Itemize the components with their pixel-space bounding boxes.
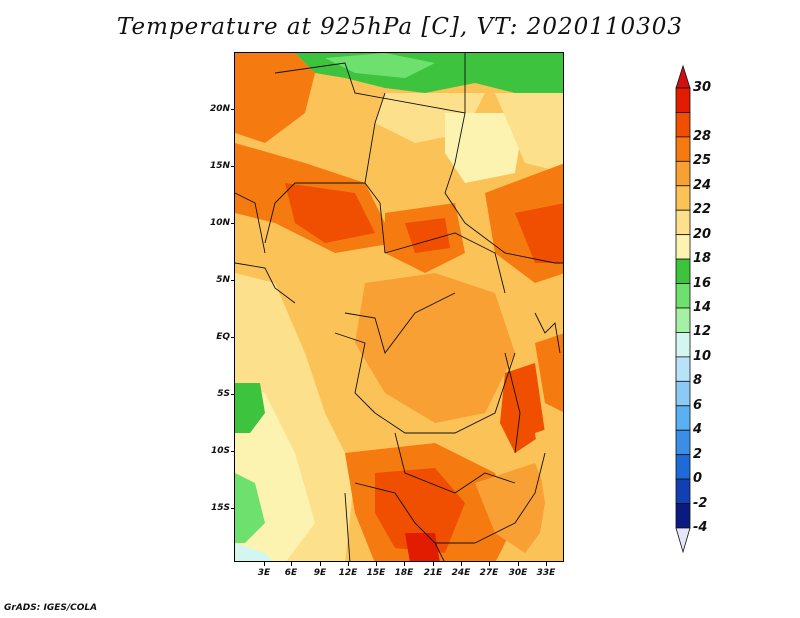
colorbar-swatch: [675, 283, 691, 309]
colorbar-label: 28: [693, 128, 712, 144]
colorbar-label: 24: [693, 177, 712, 193]
colorbar-swatch: [675, 454, 691, 480]
colorbar-label: -4: [693, 520, 708, 535]
lon-tick: [546, 562, 547, 566]
colorbar-swatch: [675, 160, 691, 187]
colorbar-label: 22: [693, 202, 712, 218]
lat-tick: [231, 337, 235, 338]
lat-label-5n: 5N: [216, 275, 230, 285]
map-title: Temperature at 925hPa [C], VT: 202011030…: [116, 14, 684, 40]
lon-label-6e: 6E: [284, 568, 298, 578]
lat-label-10n: 10N: [209, 218, 230, 228]
lon-tick: [291, 562, 292, 566]
lon-label-12e: 12E: [338, 568, 358, 578]
lon-label-30e: 30E: [508, 568, 528, 578]
lon-tick: [376, 562, 377, 566]
lat-label-eq: EQ: [216, 332, 230, 342]
lon-label-33e: 33E: [536, 568, 556, 578]
colorbar-label: 18: [693, 251, 712, 267]
colorbar-label: 6: [693, 397, 703, 413]
colorbar-swatch: [675, 307, 691, 333]
lon-tick: [433, 562, 434, 566]
colorbar-swatch: [675, 136, 691, 162]
lon-label-9e: 9E: [313, 568, 327, 578]
lat-tick: [231, 109, 235, 110]
colorbar-swatch: [675, 332, 691, 358]
colorbar-swatch: [675, 185, 691, 211]
colorbar-swatch: [675, 356, 691, 382]
lat-tick: [231, 394, 235, 395]
lon-label-21e: 21E: [423, 568, 443, 578]
colorbar-label: 12: [693, 324, 712, 340]
lat-tick: [231, 166, 235, 167]
temperature-map: [234, 52, 564, 562]
lon-label-18e: 18E: [394, 568, 414, 578]
colorbar-swatch: [675, 209, 691, 236]
lat-label-15s: 15S: [210, 503, 230, 513]
colorbar-label: -2: [693, 495, 708, 511]
lat-label-5s: 5S: [217, 389, 230, 399]
lon-tick: [264, 562, 265, 566]
lat-label-10s: 10S: [210, 446, 230, 456]
colorbar-label: 25: [693, 153, 712, 169]
lat-tick: [231, 280, 235, 281]
lon-tick: [461, 562, 462, 566]
lat-tick: [231, 223, 235, 224]
colorbar-swatch: [675, 112, 691, 138]
lon-label-24e: 24E: [451, 568, 471, 578]
lon-label-27e: 27E: [479, 568, 499, 578]
colorbar-label: 16: [693, 275, 712, 291]
colorbar-label: 0: [693, 471, 703, 487]
colorbar-swatch: [675, 429, 691, 456]
lon-tick: [348, 562, 349, 566]
colorbar-swatch: [675, 380, 691, 407]
lon-tick: [320, 562, 321, 566]
lon-tick: [489, 562, 490, 566]
grads-credit: GrADS: IGES/COLA: [4, 603, 98, 613]
colorbar-label: 20: [693, 226, 712, 242]
colorbar-swatch: [675, 87, 691, 113]
colorbar-label: 8: [693, 373, 703, 389]
colorbar-label: 2: [693, 446, 703, 462]
lat-tick: [231, 451, 235, 452]
colorbar-label: 14: [693, 300, 712, 315]
colorbar-label: 30: [693, 80, 712, 95]
colorbar-swatch: [675, 234, 691, 260]
colorbar-swatch: [675, 405, 691, 431]
lon-label-3e: 3E: [257, 568, 271, 578]
lon-tick: [404, 562, 405, 566]
colorbar-label: 4: [693, 422, 703, 438]
lat-label-20n: 20N: [209, 104, 230, 114]
colorbar-label: 10: [693, 348, 712, 364]
colorbar-bottom-triangle: [675, 527, 691, 554]
colorbar-swatch: [675, 503, 691, 529]
colorbar: [675, 64, 691, 554]
lat-label-15n: 15N: [209, 161, 230, 171]
lat-tick: [231, 508, 235, 509]
colorbar-top-triangle: [675, 64, 691, 89]
lon-tick: [518, 562, 519, 566]
colorbar-swatch: [675, 258, 691, 284]
colorbar-swatch: [675, 478, 691, 504]
lon-label-15e: 15E: [366, 568, 386, 578]
